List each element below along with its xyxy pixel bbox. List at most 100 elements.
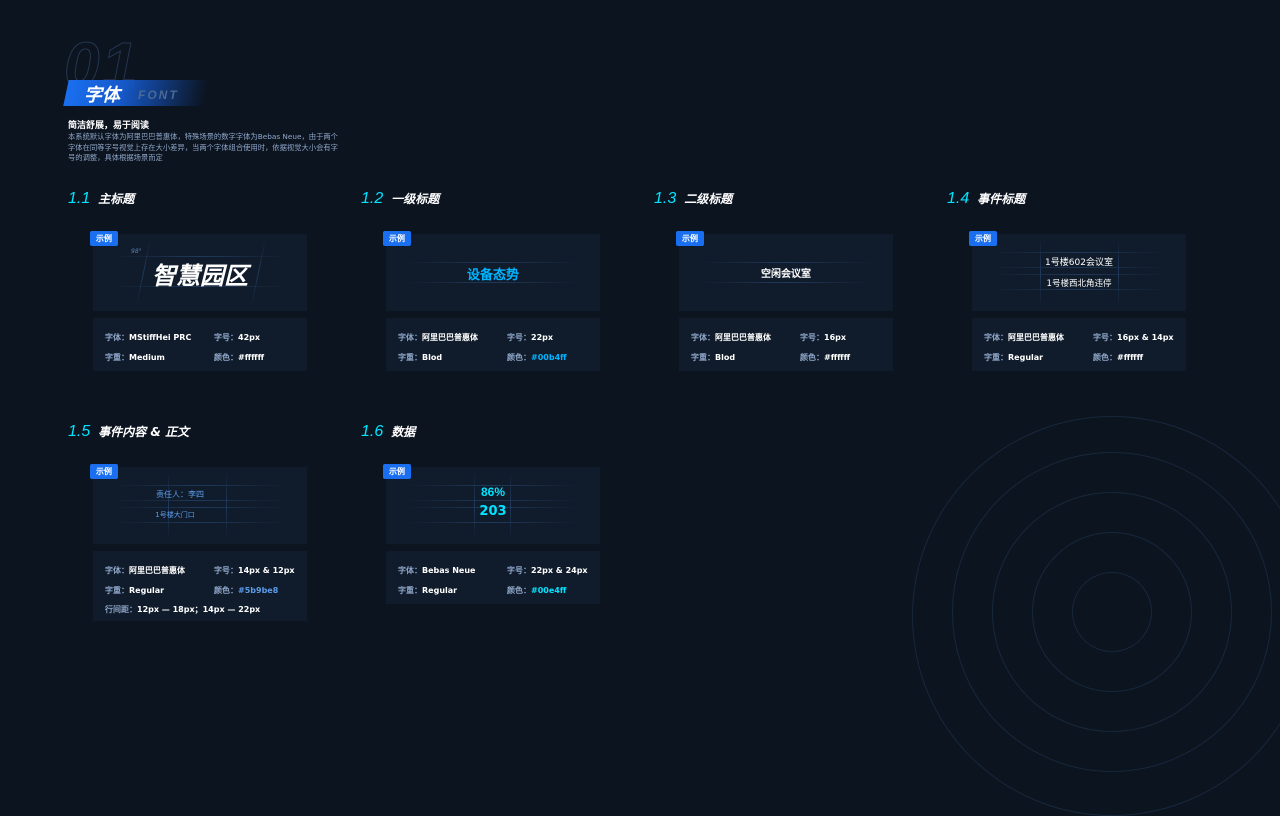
color-value: #00b4ff <box>531 352 567 362</box>
section-heading: 1.5 事件内容 & 正文 <box>68 423 189 441</box>
size-label: 字号： <box>800 333 824 343</box>
section-title: 数据 <box>391 425 416 439</box>
weight-label: 字重： <box>105 352 129 362</box>
section-title: 主标题 <box>98 192 135 206</box>
spec-box: 字体：Bebas Neue 字号：22px & 24px 字重：Regular 颜色… <box>386 551 600 604</box>
sample-box: 设备态势 <box>386 234 600 311</box>
sample-text: 设备态势 <box>466 268 519 283</box>
size-label: 字号： <box>507 333 531 343</box>
size-value: 16px <box>824 333 847 343</box>
spec-box: 字体：MStiffHei PRC 字号：42px 字重：Medium 颜色：#fff… <box>93 318 307 371</box>
sample-box: 空闲会议室 <box>679 234 893 311</box>
line-height-label: 行间距： <box>105 605 137 615</box>
sample-box: 86% 203 <box>386 467 600 544</box>
sample-text: 1号楼西北角违停 <box>1046 279 1112 289</box>
weight-label: 字重： <box>691 352 715 362</box>
weight-label: 字重： <box>398 585 422 595</box>
color-label: 颜色： <box>507 585 531 595</box>
sample-box: 98° 智慧园区 <box>93 234 307 311</box>
color-value: #00e4ff <box>531 585 567 595</box>
color-value: #ffffff <box>238 352 265 362</box>
spec-box: 字体：阿里巴巴普惠体 字号：22px 字重：Blod 颜色：#00b4ff <box>386 318 600 371</box>
font-value: Bebas Neue <box>422 566 476 576</box>
weight-value: Regular <box>129 585 165 595</box>
color-label: 颜色： <box>1093 352 1117 362</box>
font-value: MStiffHei PRC <box>129 333 192 343</box>
font-value: 阿里巴巴普惠体 <box>422 333 478 343</box>
example-tag: 示例 <box>676 231 704 246</box>
size-label: 字号： <box>214 566 238 576</box>
spec-box: 字体：阿里巴巴普惠体 字号：14px & 12px 字重：Regular 颜色：#5… <box>93 551 307 621</box>
sample-text: 86% <box>480 485 506 499</box>
section-heading: 1.3 二级标题 <box>654 190 732 208</box>
color-label: 颜色： <box>800 352 824 362</box>
sample-text: 1号楼大门口 <box>155 511 195 519</box>
font-label: 字体： <box>105 566 129 576</box>
weight-label: 字重： <box>105 585 129 595</box>
size-label: 字号： <box>214 333 238 343</box>
weight-label: 字重： <box>984 352 1008 362</box>
intro-heading: 简洁舒展，易于阅读 <box>68 121 150 131</box>
spec-box: 字体：阿里巴巴普惠体 字号：16px & 14px 字重：Regular 颜色：#f… <box>972 318 1186 371</box>
example-tag: 示例 <box>383 464 411 479</box>
section-heading: 1.6 数据 <box>361 423 415 441</box>
page-title: 字体 <box>84 85 120 106</box>
font-value: 阿里巴巴普惠体 <box>715 333 771 343</box>
sample-text: 责任人：李四 <box>156 490 204 499</box>
sample-text: 203 <box>479 504 507 519</box>
example-tag: 示例 <box>90 231 118 246</box>
size-value: 42px <box>238 333 261 343</box>
sample-text: 1号楼602会议室 <box>1045 258 1113 268</box>
section-num: 1.3 <box>654 190 677 207</box>
section-num: 1.1 <box>68 190 91 207</box>
circle <box>912 416 1280 816</box>
font-label: 字体： <box>398 566 422 576</box>
page-title-en: FONT <box>138 88 179 102</box>
section-title: 事件内容 & 正文 <box>98 425 190 439</box>
example-tag: 示例 <box>969 231 997 246</box>
weight-label: 字重： <box>398 352 422 362</box>
section-heading: 1.4 事件标题 <box>947 190 1025 208</box>
section-title: 事件标题 <box>977 192 1026 206</box>
size-value: 22px <box>531 333 554 343</box>
color-value: #ffffff <box>824 352 851 362</box>
sample-text: 空闲会议室 <box>761 269 811 280</box>
section-heading: 1.1 主标题 <box>68 190 134 208</box>
weight-value: Blod <box>715 352 736 362</box>
section-num: 1.6 <box>361 423 384 440</box>
weight-value: Regular <box>1008 352 1044 362</box>
size-label: 字号： <box>507 566 531 576</box>
intro-text: 本系统默认字体为阿里巴巴普惠体，特殊场景的数字字体为Bebas Neue，由于两… <box>68 132 338 162</box>
weight-value: Medium <box>129 352 165 362</box>
font-label: 字体： <box>398 333 422 343</box>
font-label: 字体： <box>105 333 129 343</box>
sample-box: 1号楼602会议室 1号楼西北角违停 <box>972 234 1186 311</box>
example-tag: 示例 <box>383 231 411 246</box>
font-value: 阿里巴巴普惠体 <box>1008 333 1064 343</box>
color-value: #5b9be8 <box>238 585 279 595</box>
color-value: #ffffff <box>1117 352 1144 362</box>
section-title: 二级标题 <box>684 192 733 206</box>
weight-value: Blod <box>422 352 443 362</box>
sample-text: 智慧园区 <box>152 262 248 290</box>
size-value: 16px & 14px <box>1117 333 1174 343</box>
spec-box: 字体：阿里巴巴普惠体 字号：16px 字重：Blod 颜色：#ffffff <box>679 318 893 371</box>
example-tag: 示例 <box>90 464 118 479</box>
color-label: 颜色： <box>214 585 238 595</box>
font-label: 字体： <box>691 333 715 343</box>
line-height-value: 12px — 18px；14px — 22px <box>137 605 261 615</box>
section-num: 1.4 <box>947 190 970 207</box>
angle-label: 98° <box>131 248 142 255</box>
sample-box: 责任人：李四 1号楼大门口 <box>93 467 307 544</box>
color-label: 颜色： <box>214 352 238 362</box>
size-value: 14px & 12px <box>238 566 295 576</box>
color-label: 颜色： <box>507 352 531 362</box>
weight-value: Regular <box>422 585 458 595</box>
section-heading: 1.2 一级标题 <box>361 190 439 208</box>
section-num: 1.2 <box>361 190 384 207</box>
font-value: 阿里巴巴普惠体 <box>129 566 185 576</box>
size-label: 字号： <box>1093 333 1117 343</box>
size-value: 22px & 24px <box>531 566 588 576</box>
section-num: 1.5 <box>68 423 91 440</box>
section-title: 一级标题 <box>391 192 440 206</box>
